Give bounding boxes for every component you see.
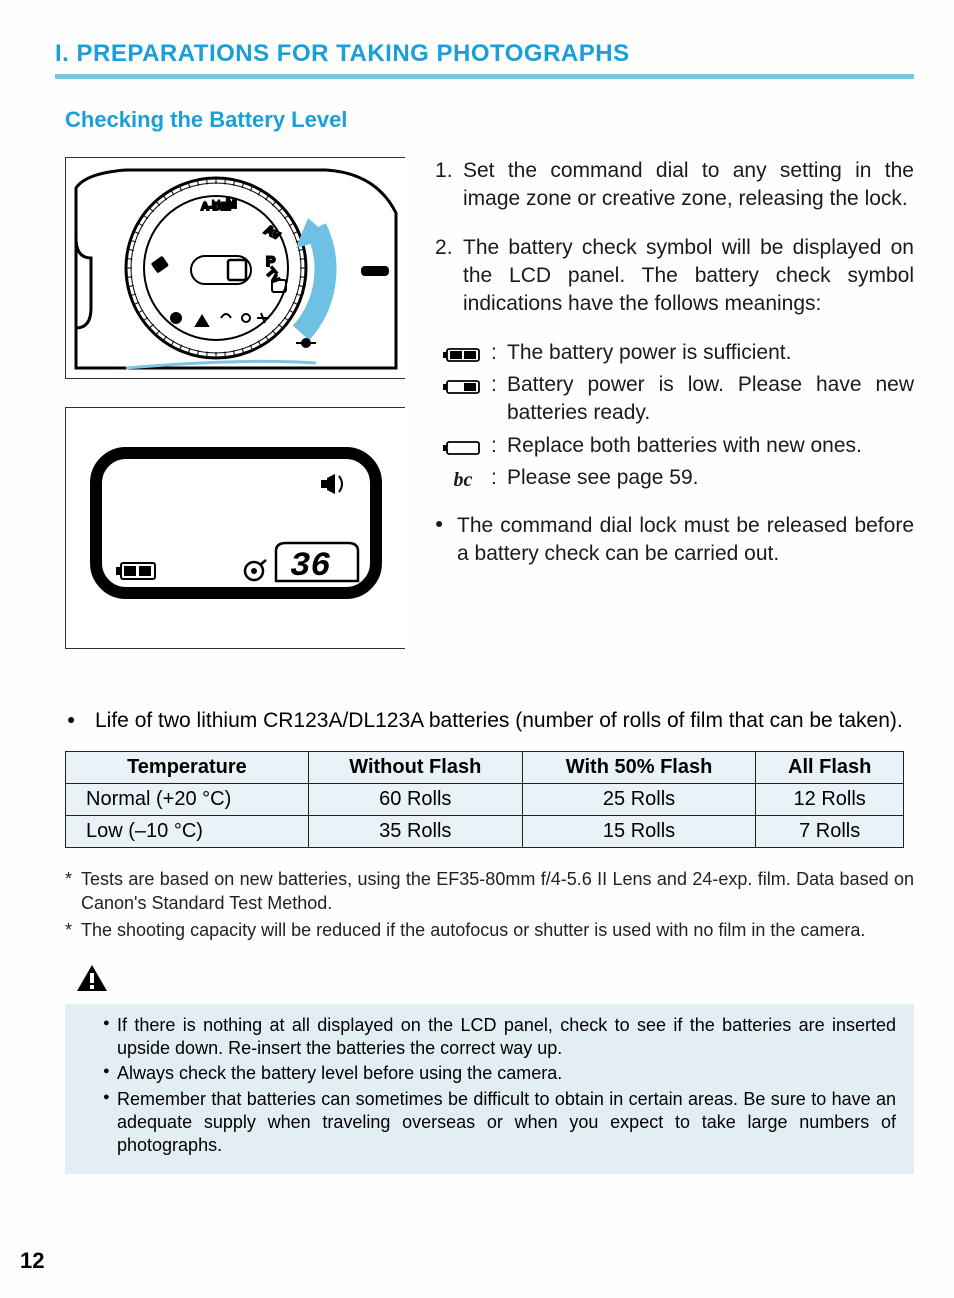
symbol-row: : Replace both batteries with new ones. bbox=[435, 432, 914, 460]
table-cell: Normal (+20 °C) bbox=[66, 784, 309, 816]
table-header-row: Temperature Without Flash With 50% Flash… bbox=[66, 752, 904, 784]
table-cell: 25 Rolls bbox=[522, 784, 756, 816]
table-header: With 50% Flash bbox=[522, 752, 756, 784]
symbol-row: : Battery power is low. Please have new … bbox=[435, 371, 914, 428]
step-item: The battery check symbol will be display… bbox=[435, 234, 914, 319]
symbol-text: The battery power is sufficient. bbox=[507, 339, 914, 367]
table-row: Low (–10 °C) 35 Rolls 15 Rolls 7 Rolls bbox=[66, 816, 904, 848]
warning-item: Remember that batteries can sometimes be… bbox=[103, 1088, 896, 1158]
symbol-row: : The battery power is sufficient. bbox=[435, 339, 914, 367]
symbol-text: Battery power is low. Please have new ba… bbox=[507, 371, 914, 428]
step-list: Set the command dial to any setting in t… bbox=[435, 157, 914, 319]
manual-page: I. PREPARATIONS FOR TAKING PHOTOGRAPHS C… bbox=[0, 0, 954, 1298]
content-columns: M A-DEP M Av Tv P bbox=[65, 157, 914, 677]
table-header: Without Flash bbox=[308, 752, 522, 784]
instructions-column: Set the command dial to any setting in t… bbox=[435, 157, 914, 677]
command-dial-illustration: M A-DEP M Av Tv P bbox=[65, 157, 405, 379]
warning-list: If there is nothing at all displayed on … bbox=[103, 1014, 896, 1158]
svg-text:M: M bbox=[226, 196, 237, 211]
svg-text:P: P bbox=[266, 253, 275, 269]
table-cell: 7 Rolls bbox=[756, 816, 904, 848]
battery-symbol-legend: : The battery power is sufficient. : Bat… bbox=[435, 339, 914, 494]
section-number: I. bbox=[55, 40, 69, 67]
frame-count: 36 bbox=[290, 548, 331, 586]
illustration-column: M A-DEP M Av Tv P bbox=[65, 157, 405, 677]
table-cell: 15 Rolls bbox=[522, 816, 756, 848]
table-cell: Low (–10 °C) bbox=[66, 816, 309, 848]
lcd-panel-illustration: 36 bbox=[65, 407, 405, 649]
battery-life-text: Life of two lithium CR123A/DL123A batter… bbox=[65, 707, 914, 735]
symbol-row: bc : Please see page 59. bbox=[435, 464, 914, 494]
page-number: 12 bbox=[20, 1248, 44, 1274]
footnote: Tests are based on new batteries, using … bbox=[65, 868, 914, 915]
battery-life-intro: Life of two lithium CR123A/DL123A batter… bbox=[65, 707, 914, 735]
table-cell: 35 Rolls bbox=[308, 816, 522, 848]
table-cell: 12 Rolls bbox=[756, 784, 904, 816]
table-cell: 60 Rolls bbox=[308, 784, 522, 816]
heading-underline bbox=[55, 74, 914, 79]
section-title-text: PREPARATIONS FOR TAKING PHOTOGRAPHS bbox=[77, 40, 630, 67]
warning-item: Always check the battery level before us… bbox=[103, 1062, 896, 1085]
battery-full-icon bbox=[435, 339, 491, 366]
battery-life-table: Temperature Without Flash With 50% Flash… bbox=[65, 751, 904, 848]
symbol-text: Please see page 59. bbox=[507, 464, 914, 492]
bc-symbol: bc bbox=[435, 464, 491, 494]
footnotes: Tests are based on new batteries, using … bbox=[65, 868, 914, 942]
battery-half-icon bbox=[435, 371, 491, 398]
warning-icon bbox=[75, 963, 914, 998]
table-header: All Flash bbox=[756, 752, 904, 784]
note-item: The command dial lock must be released b… bbox=[435, 512, 914, 569]
section-heading: I. PREPARATIONS FOR TAKING PHOTOGRAPHS bbox=[55, 40, 914, 68]
footnote: The shooting capacity will be reduced if… bbox=[65, 919, 914, 942]
note-list: The command dial lock must be released b… bbox=[435, 512, 914, 569]
step-item: Set the command dial to any setting in t… bbox=[435, 157, 914, 214]
symbol-text: Replace both batteries with new ones. bbox=[507, 432, 914, 460]
warning-box: If there is nothing at all displayed on … bbox=[65, 1004, 914, 1174]
table-row: Normal (+20 °C) 60 Rolls 25 Rolls 12 Rol… bbox=[66, 784, 904, 816]
subsection-heading: Checking the Battery Level bbox=[65, 107, 914, 133]
warning-item: If there is nothing at all displayed on … bbox=[103, 1014, 896, 1061]
battery-empty-icon bbox=[435, 432, 491, 459]
table-header: Temperature bbox=[66, 752, 309, 784]
